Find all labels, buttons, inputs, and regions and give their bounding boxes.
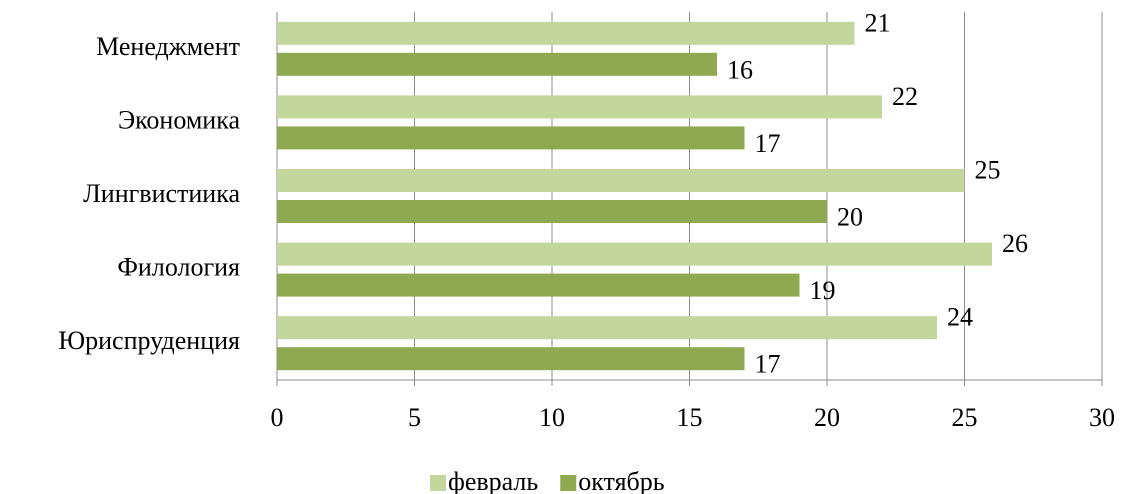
data-label: 22 [892, 82, 918, 111]
legend-swatch [560, 475, 577, 491]
legend-swatch [430, 475, 446, 491]
data-label: 26 [1002, 229, 1028, 258]
bar [277, 169, 965, 192]
data-label: 20 [837, 202, 863, 231]
data-label: 17 [755, 129, 781, 158]
bar [277, 21, 855, 45]
data-label: 25 [975, 155, 1001, 184]
x-tick-label: 5 [408, 403, 421, 432]
legend-label: октябрь [578, 467, 664, 494]
x-tick-label: 10 [539, 403, 565, 432]
bar [277, 126, 745, 150]
bar [277, 242, 992, 266]
y-tick-label: Экономика [118, 105, 241, 134]
y-tick-label: Менеджмент [96, 32, 240, 61]
bar [277, 52, 717, 76]
legend-label: февраль [448, 467, 538, 494]
bar [277, 316, 937, 340]
data-label: 16 [727, 55, 753, 84]
bar [277, 95, 882, 119]
data-label: 24 [947, 303, 973, 332]
x-tick-label: 25 [952, 403, 978, 432]
x-tick-label: 20 [814, 403, 840, 432]
bar [277, 347, 745, 371]
x-tick-label: 30 [1089, 403, 1115, 432]
bar [277, 200, 827, 223]
data-label: 19 [810, 276, 836, 305]
y-tick-label: Юриспруденция [58, 326, 240, 355]
y-tick-label: Филология [117, 253, 240, 282]
x-tick-label: 0 [271, 403, 284, 432]
data-label: 17 [755, 350, 781, 379]
data-label: 21 [865, 8, 891, 37]
y-tick-label: Лингвистиика [83, 179, 240, 208]
x-tick-label: 15 [677, 403, 703, 432]
bar [277, 273, 800, 297]
